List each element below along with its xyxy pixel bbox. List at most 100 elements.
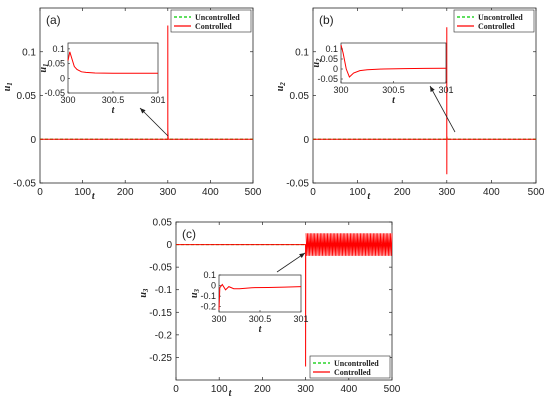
inset-y-tick-label: 0: [60, 73, 65, 83]
x-tick-label: 100: [211, 384, 228, 395]
legend-entry: Uncontrolled: [334, 359, 379, 368]
inset-y-tick-label: -0.1: [200, 291, 216, 301]
x-tick-label: 500: [384, 384, 401, 395]
inset-y-tick-label: 0.05: [47, 59, 65, 69]
x-axis-label: t: [92, 191, 96, 202]
inset-series-controlled: [340, 44, 447, 78]
x-axis-label: t: [229, 388, 233, 399]
legend-entry: Controlled: [195, 22, 232, 31]
x-tick-label: 400: [202, 187, 219, 198]
inset-frame: [340, 42, 447, 84]
series-controlled: [40, 25, 253, 140]
y-tick-label: 0.1: [22, 47, 36, 58]
y-tick-label: 0.05: [290, 91, 310, 102]
y-tick-label: -0.1: [155, 285, 173, 296]
y-tick-label: 0.05: [17, 91, 37, 102]
inset-frame: [218, 274, 302, 313]
x-tick-label: 400: [340, 384, 357, 395]
inset-y-tick-label: -0.05: [317, 74, 338, 84]
x-tick-label: 400: [483, 187, 500, 198]
x-tick-label: 500: [245, 187, 262, 198]
plot-frame: [312, 7, 537, 184]
x-tick-label: 300: [438, 187, 455, 198]
x-tick-label: 100: [74, 187, 91, 198]
x-tick-label: 300: [159, 187, 176, 198]
inset-y-axis-label: u3: [189, 288, 201, 298]
inset-y-tick-label: 0.1: [325, 44, 338, 54]
y-tick-label: -0.05: [286, 179, 309, 190]
inset-arrow-head: [140, 108, 146, 114]
inset-y-tick-label: 0: [211, 281, 216, 291]
y-axis-label: u3: [138, 288, 150, 298]
inset-y-tick-label: -0.05: [44, 88, 65, 98]
x-tick-label: 500: [528, 187, 545, 198]
y-tick-label: -0.05: [13, 179, 36, 190]
inset-arrow-head: [430, 86, 435, 92]
inset-x-tick-label: 301: [293, 314, 308, 324]
inset-y-tick-label: 0.1: [203, 270, 216, 280]
inset-y-tick-label: -0.2: [200, 302, 216, 312]
inset-x-axis-label: t: [392, 95, 396, 106]
panel-label: (c): [182, 227, 196, 241]
y-tick-label: -0.15: [149, 308, 172, 319]
y-axis-label: u2: [275, 82, 287, 92]
x-tick-label: 0: [37, 187, 43, 198]
y-tick-label: -0.05: [149, 263, 172, 274]
x-tick-label: 200: [254, 384, 271, 395]
inset-x-axis-label: t: [259, 324, 263, 335]
inset-arrow: [429, 85, 456, 133]
inset-frame: [67, 42, 159, 94]
series-controlled: [313, 27, 536, 175]
x-tick-label: 0: [173, 384, 179, 395]
inset-x-axis-label: t: [112, 105, 116, 116]
inset-x-tick-label: 300.5: [382, 85, 405, 95]
inset-y-axis-label: u2: [311, 58, 323, 68]
inset-arrow: [276, 252, 306, 273]
plot-frame: [39, 7, 254, 184]
y-tick-label: 0: [303, 135, 309, 146]
y-tick-label: 0.1: [295, 47, 309, 58]
inset-y-tick-label: 0: [333, 64, 338, 74]
legend-entry: Controlled: [478, 22, 515, 31]
panel-label: (b): [319, 13, 334, 27]
inset-x-tick-label: 300.5: [102, 95, 125, 105]
inset-x-tick-label: 300: [60, 95, 75, 105]
y-tick-label: -0.2: [155, 330, 173, 341]
inset-series-controlled: [218, 283, 302, 310]
inset: 300 300.5 301 -0.2-0.100.1 t u3: [189, 270, 309, 335]
x-tick-label: 200: [394, 187, 411, 198]
inset-x-tick-label: 300: [333, 85, 348, 95]
legend-entry: Controlled: [334, 368, 371, 377]
inset-x-tick-label: 301: [438, 85, 453, 95]
x-tick-label: 100: [349, 187, 366, 198]
y-axis-label: u1: [2, 82, 14, 91]
inset: 300 300.5 301 -0.05 0 0.05 0.1 t u1: [38, 42, 166, 116]
legend-entry: Uncontrolled: [478, 13, 523, 22]
x-tick-label: 0: [310, 187, 316, 198]
inset-y-tick-label: 0.05: [320, 54, 338, 64]
inset-series-controlled: [67, 51, 158, 74]
y-tick-label: -0.25: [149, 353, 172, 364]
x-tick-label: 200: [117, 187, 134, 198]
x-axis-label: t: [367, 191, 371, 202]
inset-x-tick-label: 301: [150, 95, 165, 105]
inset-x-tick-label: 300: [211, 314, 226, 324]
inset-x-tick-label: 300.5: [249, 314, 272, 324]
y-tick-label: 0: [30, 135, 36, 146]
x-tick-label: 300: [297, 384, 314, 395]
panel-3: 0 100 200 300 400 500 -0.25 -0.2 -0.15 -0.1 -0.05 0…: [138, 218, 401, 400]
panel-label: (a): [46, 13, 61, 27]
inset-y-tick-label: 0.1: [52, 44, 65, 54]
inset-arrow: [139, 107, 169, 137]
y-tick-label: 0: [166, 240, 172, 251]
series-controlled-oscillation: [305, 233, 393, 256]
y-tick-label: 0.05: [153, 218, 173, 229]
legend-entry: Uncontrolled: [195, 13, 240, 22]
